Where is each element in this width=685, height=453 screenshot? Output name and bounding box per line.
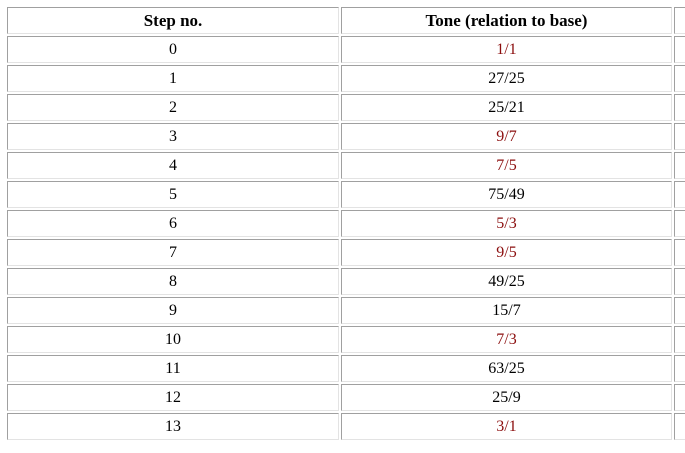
step-cell: 0 <box>7 36 339 63</box>
table-row: 6 5/3 <box>7 210 685 237</box>
tone-cell: 7/5 <box>341 152 672 179</box>
extra-cell <box>674 181 685 208</box>
tone-cell: 15/7 <box>341 297 672 324</box>
tone-cell: 5/3 <box>341 210 672 237</box>
tone-cell: 27/25 <box>341 65 672 92</box>
table-row: 5 75/49 <box>7 181 685 208</box>
extra-cell <box>674 94 685 121</box>
step-cell: 7 <box>7 239 339 266</box>
step-cell: 6 <box>7 210 339 237</box>
extra-column-header <box>674 7 685 34</box>
extra-cell <box>674 326 685 353</box>
extra-cell <box>674 268 685 295</box>
table-row: 9 15/7 <box>7 297 685 324</box>
extra-cell <box>674 239 685 266</box>
table-body: 0 1/1 1 27/25 2 25/21 3 9/7 4 7/5 5 75/49 6 5/3 7 9/5 8 4… <box>7 36 685 440</box>
table-row: 12 25/9 <box>7 384 685 411</box>
tone-cell: 63/25 <box>341 355 672 382</box>
step-cell: 1 <box>7 65 339 92</box>
tone-cell: 9/5 <box>341 239 672 266</box>
table-row: 3 9/7 <box>7 123 685 150</box>
step-cell: 5 <box>7 181 339 208</box>
tone-table: Step no. Tone (relation to base) 0 1/1 1 27… <box>5 5 685 442</box>
extra-cell <box>674 210 685 237</box>
extra-cell <box>674 36 685 63</box>
step-cell: 12 <box>7 384 339 411</box>
step-cell: 13 <box>7 413 339 440</box>
step-cell: 10 <box>7 326 339 353</box>
tone-cell: 1/1 <box>341 36 672 63</box>
step-cell: 2 <box>7 94 339 121</box>
table-row: 0 1/1 <box>7 36 685 63</box>
table-row: 13 3/1 <box>7 413 685 440</box>
header-row: Step no. Tone (relation to base) <box>7 7 685 34</box>
table-row: 7 9/5 <box>7 239 685 266</box>
table-row: 1 27/25 <box>7 65 685 92</box>
step-column-header: Step no. <box>7 7 339 34</box>
tone-column-header: Tone (relation to base) <box>341 7 672 34</box>
table-row: 11 63/25 <box>7 355 685 382</box>
extra-cell <box>674 297 685 324</box>
step-cell: 11 <box>7 355 339 382</box>
tone-cell: 75/49 <box>341 181 672 208</box>
tone-cell: 9/7 <box>341 123 672 150</box>
tone-cell: 49/25 <box>341 268 672 295</box>
tone-cell: 3/1 <box>341 413 672 440</box>
step-cell: 4 <box>7 152 339 179</box>
tone-cell: 25/9 <box>341 384 672 411</box>
extra-cell <box>674 355 685 382</box>
tone-cell: 25/21 <box>341 94 672 121</box>
extra-cell <box>674 413 685 440</box>
table-row: 2 25/21 <box>7 94 685 121</box>
extra-cell <box>674 65 685 92</box>
table-row: 8 49/25 <box>7 268 685 295</box>
table-row: 4 7/5 <box>7 152 685 179</box>
table-row: 10 7/3 <box>7 326 685 353</box>
tone-cell: 7/3 <box>341 326 672 353</box>
step-cell: 8 <box>7 268 339 295</box>
step-cell: 3 <box>7 123 339 150</box>
extra-cell <box>674 123 685 150</box>
extra-cell <box>674 152 685 179</box>
extra-cell <box>674 384 685 411</box>
step-cell: 9 <box>7 297 339 324</box>
